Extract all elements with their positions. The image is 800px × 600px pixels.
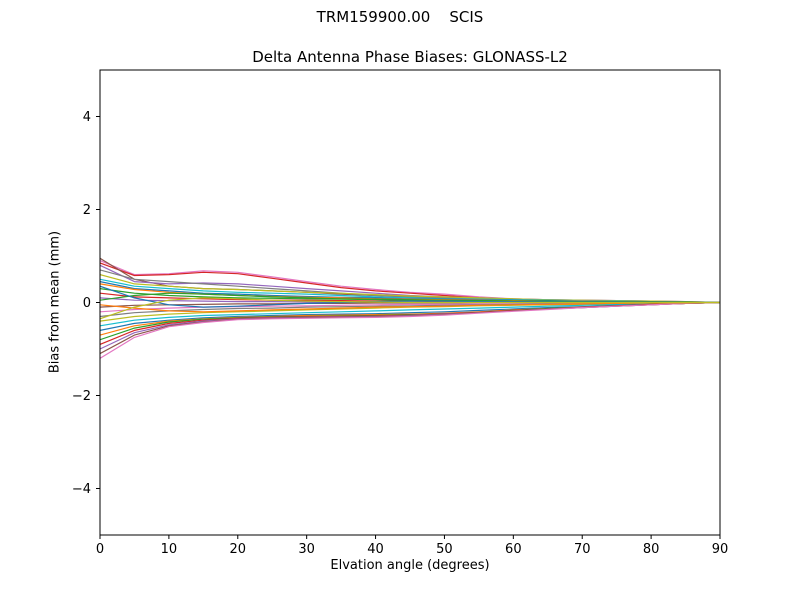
y-tick-label: 0 — [83, 296, 91, 311]
x-axis-label: Elvation angle (degrees) — [330, 558, 490, 573]
y-tick-label: −4 — [72, 482, 91, 497]
y-tick-label: 2 — [83, 203, 91, 218]
x-tick-label: 30 — [298, 542, 315, 557]
axes-title: Delta Antenna Phase Biases: GLONASS-L2 — [252, 48, 568, 66]
x-tick-label: 50 — [436, 542, 453, 557]
x-tick-label: 80 — [643, 542, 660, 557]
series-line-24 — [100, 301, 720, 359]
series-line-17 — [100, 301, 720, 327]
x-tick-label: 10 — [161, 542, 178, 557]
figure-title: TRM159900.00 SCIS — [316, 8, 484, 26]
series-line-26 — [100, 301, 720, 313]
x-tick-label: 70 — [574, 542, 591, 557]
y-tick-label: 4 — [83, 110, 91, 125]
series-line-28 — [100, 297, 720, 320]
x-tick-label: 60 — [505, 542, 522, 557]
x-tick-label: 40 — [367, 542, 384, 557]
x-tick-label: 20 — [230, 542, 247, 557]
x-tick-label: 90 — [712, 542, 729, 557]
x-tick-label: 0 — [96, 542, 104, 557]
y-tick-label: −2 — [72, 389, 91, 404]
